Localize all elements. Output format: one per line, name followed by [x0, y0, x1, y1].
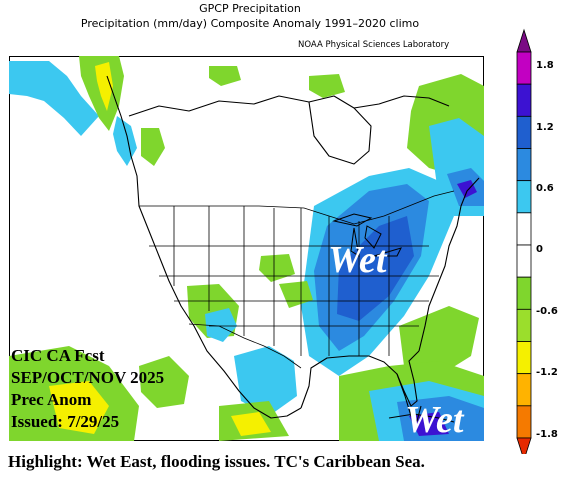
- colorbar-tick-1-2: 1.2: [536, 122, 554, 133]
- anomaly-ne-purple: [457, 180, 477, 198]
- forecast-issued: Issued: 7/29/25: [11, 412, 120, 431]
- colorbar-tick-0-6: 0.6: [536, 183, 554, 194]
- colorbar-segment: [516, 405, 532, 439]
- coastline-gulf: [300, 350, 420, 409]
- cuba: [388, 413, 455, 423]
- colorbar-tick-neg-1-8: -1.8: [536, 429, 558, 440]
- colorbar-segment: [516, 148, 532, 182]
- colorbar-segment: [516, 51, 532, 85]
- lab-credit: NOAA Physical Sciences Laboratory: [298, 40, 450, 50]
- colorbar-segment: [516, 212, 532, 246]
- great-lakes: [332, 213, 402, 258]
- coastline-east: [418, 177, 480, 352]
- precipitation-anomaly-map: [9, 56, 484, 441]
- coastlines: [106, 75, 480, 423]
- wet-caribbean-label: Wet: [405, 399, 464, 441]
- anomaly-ca-green-1: [209, 66, 241, 86]
- anomaly-east-green: [399, 306, 479, 376]
- hudson-bay: [308, 101, 372, 165]
- map-subtitle: Precipitation (mm/day) Composite Anomaly…: [80, 17, 420, 30]
- boundaries: [139, 190, 455, 369]
- forecast-variable: Prec Anom: [11, 390, 92, 409]
- colorbar-tick-1-8: 1.8: [536, 60, 554, 71]
- colorbar-segment: [516, 115, 532, 149]
- colorbar: 1.8 1.2 0.6 0 -0.6 -1.2 -1.8: [516, 28, 558, 454]
- anomaly-nw-blue: [9, 61, 99, 136]
- colorbar-segment: [516, 83, 532, 117]
- colorbar-segment: [516, 341, 532, 375]
- colorbar-tick-neg-0-6: -0.6: [536, 306, 558, 317]
- colorbar-segment: [516, 28, 532, 53]
- lake-superior: [332, 213, 373, 227]
- colorbar-segment: [516, 244, 532, 278]
- colorbar-tick-neg-1-2: -1.2: [536, 367, 558, 378]
- colorbar-segment: [516, 437, 532, 454]
- colorbar-segment: [516, 276, 532, 310]
- state-lines-2: [149, 245, 439, 327]
- us-canada-border: [139, 190, 455, 225]
- florida: [396, 373, 422, 422]
- lake-erie: [373, 247, 402, 257]
- coastline-west: [106, 75, 302, 419]
- colorbar-tick-labels: 1.8 1.2 0.6 0 -0.6 -1.2 -1.8: [536, 60, 558, 440]
- forecast-season: SEP/OCT/NOV 2025: [11, 368, 165, 387]
- anomaly-pacific-yellow: [231, 412, 271, 436]
- forecast-label: CIC CA Fcst: [11, 346, 105, 365]
- anomaly-sw-ocean-yellow: [49, 381, 109, 434]
- colorbar-segment: [516, 308, 532, 342]
- anomaly-mx-green: [139, 356, 189, 408]
- anomaly-mx-cyan: [234, 346, 297, 416]
- colorbar-segment: [516, 180, 532, 214]
- map-title: GPCP Precipitation: [199, 2, 301, 15]
- colorbar-segment: [516, 373, 532, 407]
- highlight-caption: Highlight: Wet East, flooding issues. TC…: [8, 452, 425, 471]
- anomaly-nw-yellow: [95, 62, 113, 111]
- colorbar-segments: [516, 28, 532, 454]
- lake-huron: [364, 225, 382, 249]
- colorbar-tick-0: 0: [536, 244, 543, 255]
- anomaly-shading: [9, 56, 484, 441]
- anomaly-mw-green: [259, 254, 295, 282]
- anomaly-ca-green-2: [309, 74, 345, 98]
- lake-michigan: [350, 227, 360, 258]
- anomaly-ak-green: [141, 128, 165, 166]
- wet-east-label: Wet: [328, 239, 387, 281]
- anomaly-sw-cyan: [205, 308, 237, 342]
- anomaly-east-strong: [337, 216, 414, 321]
